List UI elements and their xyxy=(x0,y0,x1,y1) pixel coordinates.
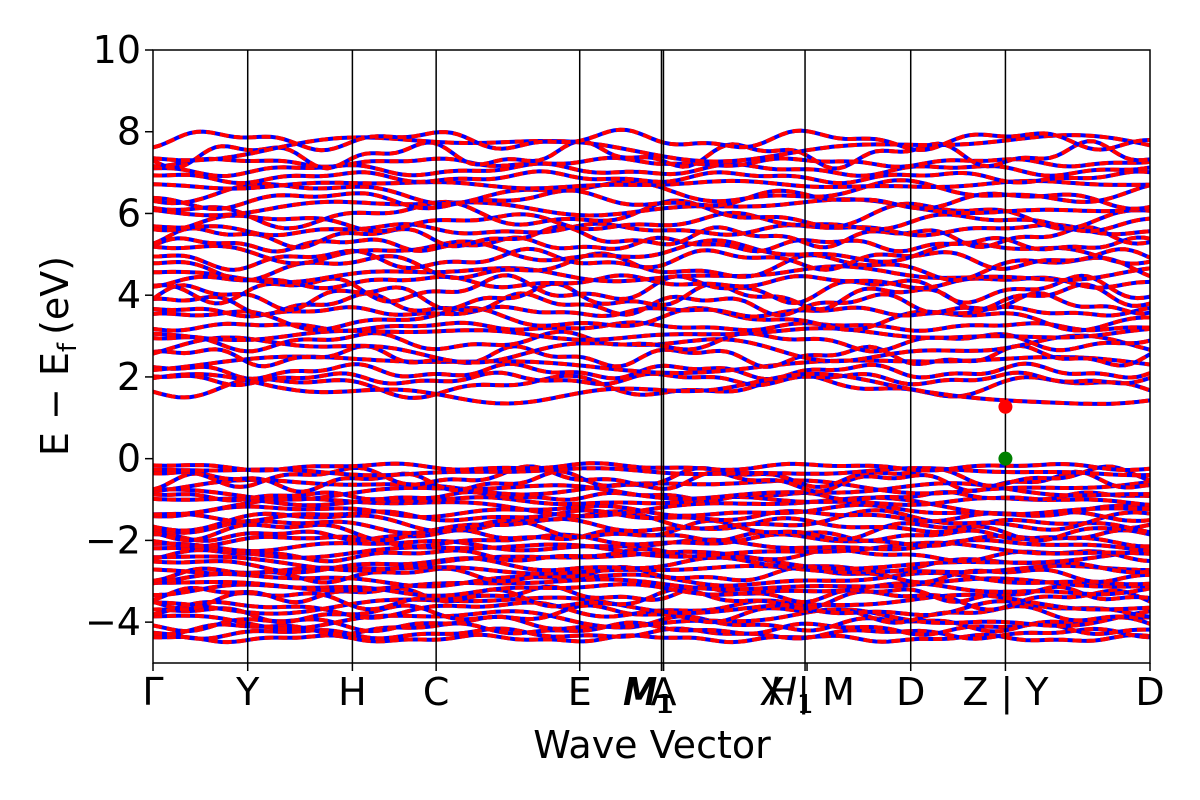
band-line-red xyxy=(153,246,1150,272)
band-line-red xyxy=(153,548,1150,573)
bands-layer xyxy=(153,127,1150,645)
band-line-red xyxy=(153,461,1150,473)
band-line-red xyxy=(153,139,1150,171)
x-tick-label: D xyxy=(1135,670,1164,714)
band-line-red xyxy=(153,178,1150,191)
band-line-red xyxy=(153,273,1150,306)
band-line-red xyxy=(153,563,1150,576)
band-line-red xyxy=(153,197,1150,218)
band-line-red xyxy=(153,361,1150,382)
band-line-red xyxy=(153,238,1150,266)
y-axis-label-sub: f xyxy=(53,342,83,352)
x-tick-label: M1 xyxy=(623,670,672,720)
band-line-red xyxy=(153,632,1150,645)
y-tick-label: 6 xyxy=(117,191,141,235)
band-line-red xyxy=(153,584,1150,605)
y-tick-label: 10 xyxy=(93,28,141,72)
band-line-red xyxy=(153,537,1150,554)
band-line-red xyxy=(153,518,1150,543)
x-axis-label: Wave Vector xyxy=(533,723,771,767)
x-tick-label: H xyxy=(338,670,367,714)
x-tick-label: E xyxy=(568,670,592,714)
band-line-blue xyxy=(153,546,1150,564)
band-line-red xyxy=(153,466,1150,478)
band-line-red xyxy=(153,540,1150,560)
y-tick-label: −4 xyxy=(85,600,141,644)
band-line-blue xyxy=(153,264,1150,285)
y-axis-label: E − Ef (eV) xyxy=(33,256,83,456)
band-line-red xyxy=(153,127,1150,153)
band-line-blue xyxy=(153,607,1150,631)
band-line-blue xyxy=(153,169,1150,186)
x-tick-label: X | M xyxy=(759,670,855,715)
band-line-red xyxy=(153,464,1150,489)
band-line-blue xyxy=(153,320,1150,333)
band-line-red xyxy=(153,580,1150,598)
band-line-red xyxy=(153,372,1150,400)
x-tick-label: Y xyxy=(235,670,260,714)
band-line-red xyxy=(153,326,1150,342)
band-line-red xyxy=(153,570,1150,589)
band-line-red xyxy=(153,133,1150,164)
band-line-blue xyxy=(153,532,1150,549)
y-tick-label: 4 xyxy=(117,273,141,317)
band-line-red xyxy=(153,586,1150,612)
band-line-red xyxy=(153,281,1150,313)
band-line-red xyxy=(153,198,1150,231)
y-axis-label-main: E − E xyxy=(33,352,77,456)
y-tick-label: 0 xyxy=(117,437,141,481)
band-line-blue xyxy=(153,371,1150,406)
band-line-blue xyxy=(153,221,1150,238)
x-tick-label: H1 xyxy=(768,670,813,720)
band-edge-marker xyxy=(998,399,1013,414)
x-tick-label: A xyxy=(650,670,676,714)
x-tick-label: C xyxy=(423,670,450,714)
y-tick-label: 2 xyxy=(117,355,141,399)
band-line-red xyxy=(153,343,1150,369)
band-line-red xyxy=(153,603,1150,625)
x-tick-label: Z | Y xyxy=(962,670,1049,715)
band-edge-markers xyxy=(998,399,1013,466)
x-tick-label: D xyxy=(896,670,925,714)
y-axis-ticks: −4 −2 0 2 4 6 8 10 xyxy=(85,28,153,644)
x-tick-label: M1 xyxy=(625,670,674,720)
band-line-red xyxy=(153,305,1150,333)
kpoint-vlines xyxy=(246,50,1007,663)
plot-frame xyxy=(152,49,1151,664)
x-tick-label: Γ xyxy=(142,670,163,714)
band-line-red xyxy=(153,224,1150,250)
band-line-red xyxy=(153,469,1150,494)
band-line-red xyxy=(153,210,1150,234)
band-line-red xyxy=(153,329,1150,354)
y-axis-label-unit: (eV) xyxy=(33,256,77,335)
y-tick-label: −2 xyxy=(85,518,141,562)
band-line-red xyxy=(153,251,1150,283)
y-tick-label: 8 xyxy=(117,110,141,154)
band-edge-marker xyxy=(998,451,1013,466)
